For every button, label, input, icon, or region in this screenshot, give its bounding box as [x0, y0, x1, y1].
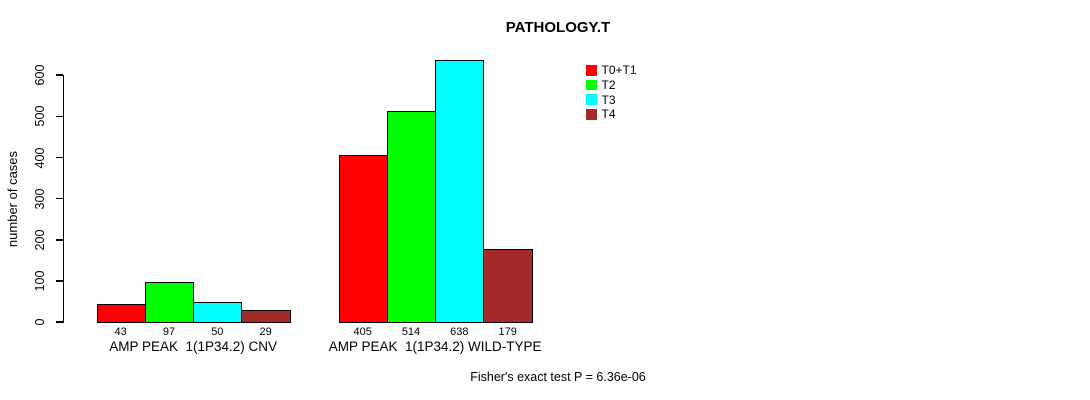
- y-tick-label: 100: [33, 270, 47, 292]
- legend-item: T4: [586, 107, 637, 122]
- y-tick-label: 0: [33, 318, 47, 326]
- y-tick-label: 200: [33, 229, 47, 251]
- bar-t3-amp-peak-1-1p34-2-cnv: [193, 301, 243, 324]
- legend-swatch-t2: [586, 79, 597, 91]
- chart-title: PATHOLOGY.T: [505, 19, 611, 36]
- y-tick-label: 600: [33, 64, 47, 86]
- bar-t4-amp-peak-1-1p34-2-wild-type: [483, 248, 533, 324]
- bar-t0-t1-amp-peak-1-1p34-2-wild-type: [338, 155, 388, 324]
- bar-t4-amp-peak-1-1p34-2-cnv: [241, 310, 291, 324]
- y-tick-label: 400: [33, 147, 47, 168]
- y-tick: [55, 115, 63, 118]
- y-tick: [55, 239, 63, 241]
- x-group-label: AMP PEAK 1(1P34.2) CNV: [109, 339, 278, 354]
- bar-value-label: 405: [353, 326, 372, 339]
- bar-t2-amp-peak-1-1p34-2-cnv: [144, 282, 195, 324]
- bar-value-label: 97: [162, 326, 176, 339]
- bar-value-label: 179: [498, 326, 517, 339]
- y-tick: [55, 74, 63, 76]
- y-axis-line: [62, 75, 64, 324]
- y-tick: [55, 321, 63, 323]
- y-tick-label: 300: [33, 188, 47, 210]
- x-group-label: AMP PEAK 1(1P34.2) WILD-TYPE: [328, 339, 542, 354]
- y-axis-title: number of cases: [5, 150, 20, 248]
- annotation-text: Fisher's exact test P = 6.36e-06: [470, 370, 646, 384]
- bar-value-label: 29: [259, 326, 272, 339]
- y-tick: [55, 280, 63, 282]
- bar-value-label: 514: [401, 326, 421, 339]
- legend-item: T3: [586, 92, 637, 107]
- legend-item: T2: [586, 78, 637, 93]
- y-tick: [55, 197, 63, 200]
- legend-label: T4: [601, 107, 616, 122]
- legend-item: T0+T1: [586, 63, 637, 78]
- bar-t2-amp-peak-1-1p34-2-wild-type: [386, 110, 437, 324]
- legend-swatch-t0-t1: [586, 65, 597, 76]
- legend-swatch-t3: [586, 94, 597, 105]
- bar-t0-t1-amp-peak-1-1p34-2-cnv: [96, 304, 146, 324]
- y-tick-label: 500: [33, 105, 47, 127]
- y-tick: [55, 156, 63, 159]
- legend-label: T3: [601, 92, 616, 107]
- bar-value-label: 50: [211, 326, 224, 339]
- bar-value-label: 43: [114, 326, 127, 339]
- legend-label: T2: [601, 78, 616, 93]
- bar-t3-amp-peak-1-1p34-2-wild-type: [435, 59, 485, 324]
- legend: T0+T1 T2 T3 T4: [586, 63, 637, 122]
- bar-value-label: 638: [450, 326, 469, 339]
- legend-swatch-t4: [586, 109, 597, 120]
- legend-label: T0+T1: [601, 63, 637, 78]
